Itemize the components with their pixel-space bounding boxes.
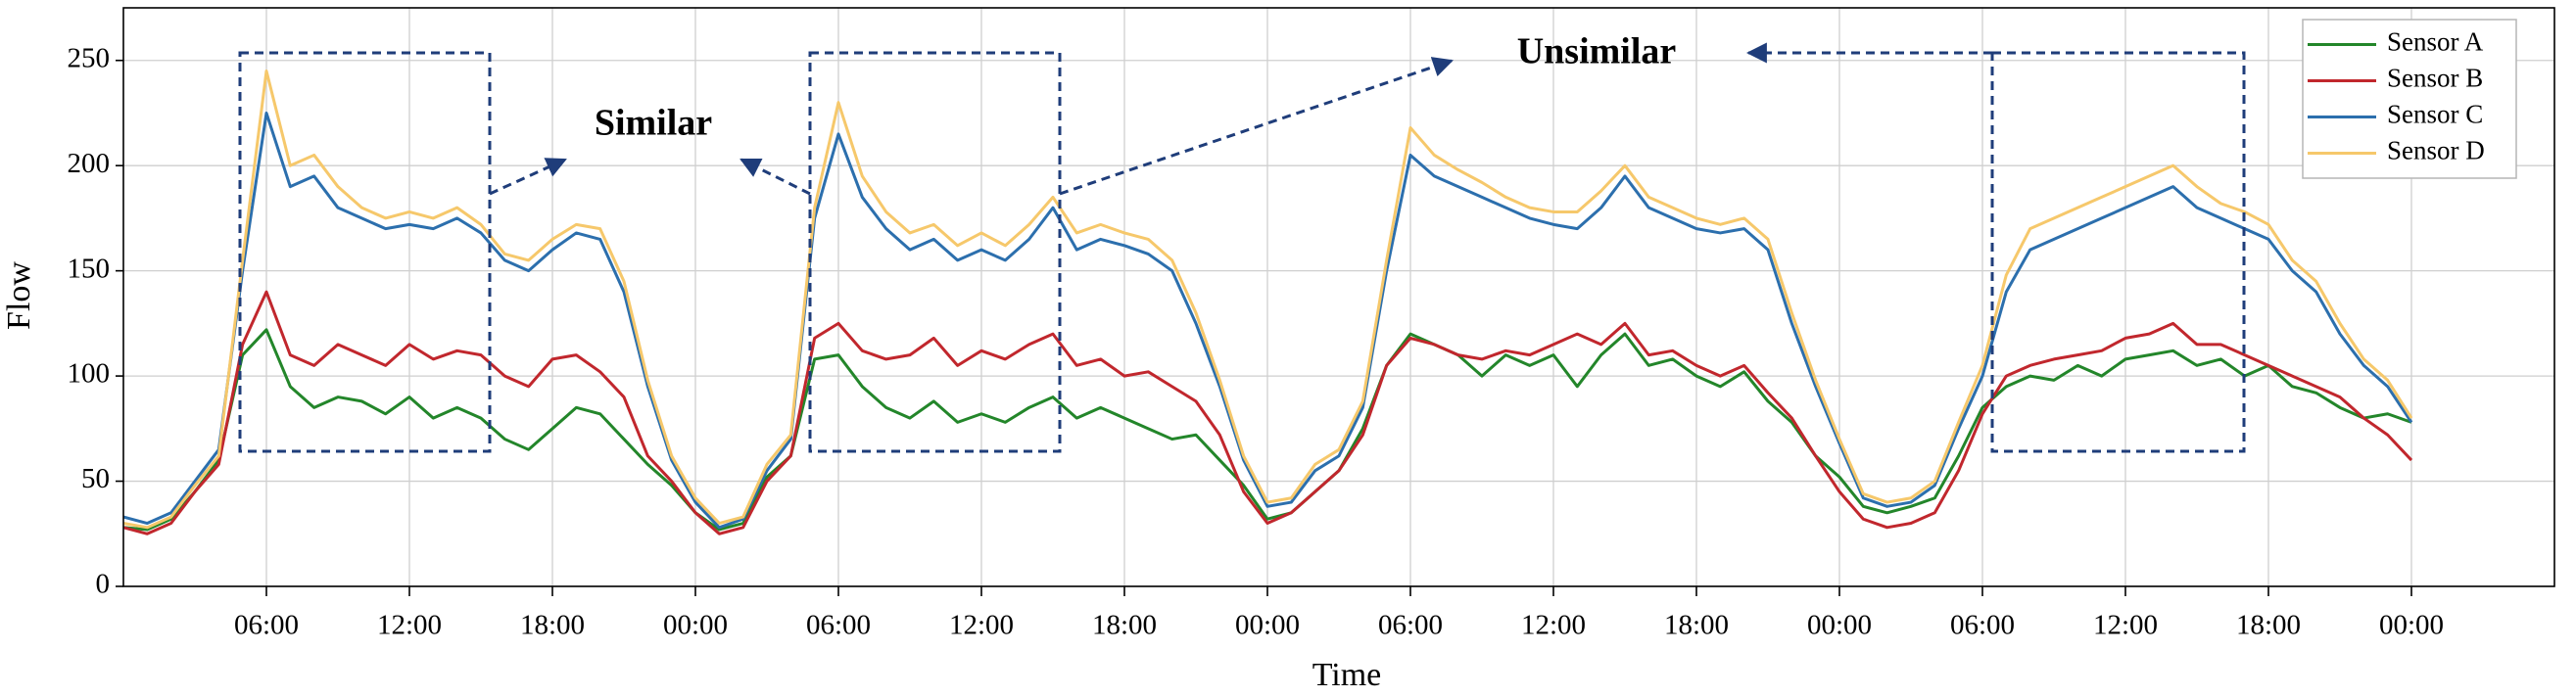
x-tick-label: 18:00 <box>2236 610 2301 641</box>
annotation: Unsimilar <box>1517 31 1677 72</box>
x-tick-label: 06:00 <box>1378 610 1443 641</box>
y-axis-title: Flow <box>1 261 37 330</box>
x-axis-title: Time <box>1312 657 1382 693</box>
legend-label: Sensor C <box>2387 100 2483 129</box>
legend-label: Sensor D <box>2387 136 2485 165</box>
highlight-box <box>808 51 1062 453</box>
y-tick-label: 100 <box>68 358 111 390</box>
x-tick-label: 00:00 <box>1235 610 1300 641</box>
grid <box>123 8 2554 587</box>
ticks: 0 50 100 150 200 250 06:00 12:00 18:00 00:00 06:00… <box>68 42 2445 640</box>
arrow <box>489 158 567 196</box>
y-tick-label: 150 <box>68 253 111 284</box>
y-tick-label: 50 <box>81 463 110 494</box>
highlight-box <box>238 51 492 453</box>
legend: Sensor A Sensor B Sensor C Sensor D <box>2302 19 2517 179</box>
legend-label: Sensor A <box>2387 27 2484 57</box>
series-line <box>122 111 2413 530</box>
y-tick-label: 0 <box>96 569 111 600</box>
y-tick-label: 200 <box>68 148 111 179</box>
x-tick-label: 00:00 <box>1807 610 1872 641</box>
x-tick-label: 18:00 <box>1092 610 1157 641</box>
series-line <box>122 69 2413 530</box>
annotation: Similar <box>595 103 712 144</box>
x-tick-label: 12:00 <box>949 610 1014 641</box>
plot-lines <box>122 69 2413 535</box>
x-tick-label: 06:00 <box>1950 610 2015 641</box>
x-tick-label: 18:00 <box>520 610 585 641</box>
x-tick-label: 06:00 <box>234 610 299 641</box>
x-tick-label: 00:00 <box>663 610 728 641</box>
plot-frame <box>122 7 2555 587</box>
x-tick-label: 12:00 <box>377 610 442 641</box>
x-tick-label: 18:00 <box>1664 610 1729 641</box>
arrow <box>1059 57 1454 196</box>
x-tick-label: 12:00 <box>2093 610 2158 641</box>
y-tick-label: 250 <box>68 42 111 73</box>
highlight-box <box>1990 51 2246 453</box>
legend-label: Sensor B <box>2387 64 2483 93</box>
arrow <box>739 158 811 196</box>
series-line <box>122 290 2413 535</box>
x-tick-label: 06:00 <box>806 610 871 641</box>
x-tick-label: 12:00 <box>1521 610 1586 641</box>
series-line <box>122 328 2412 532</box>
x-tick-label: 00:00 <box>2379 610 2444 641</box>
